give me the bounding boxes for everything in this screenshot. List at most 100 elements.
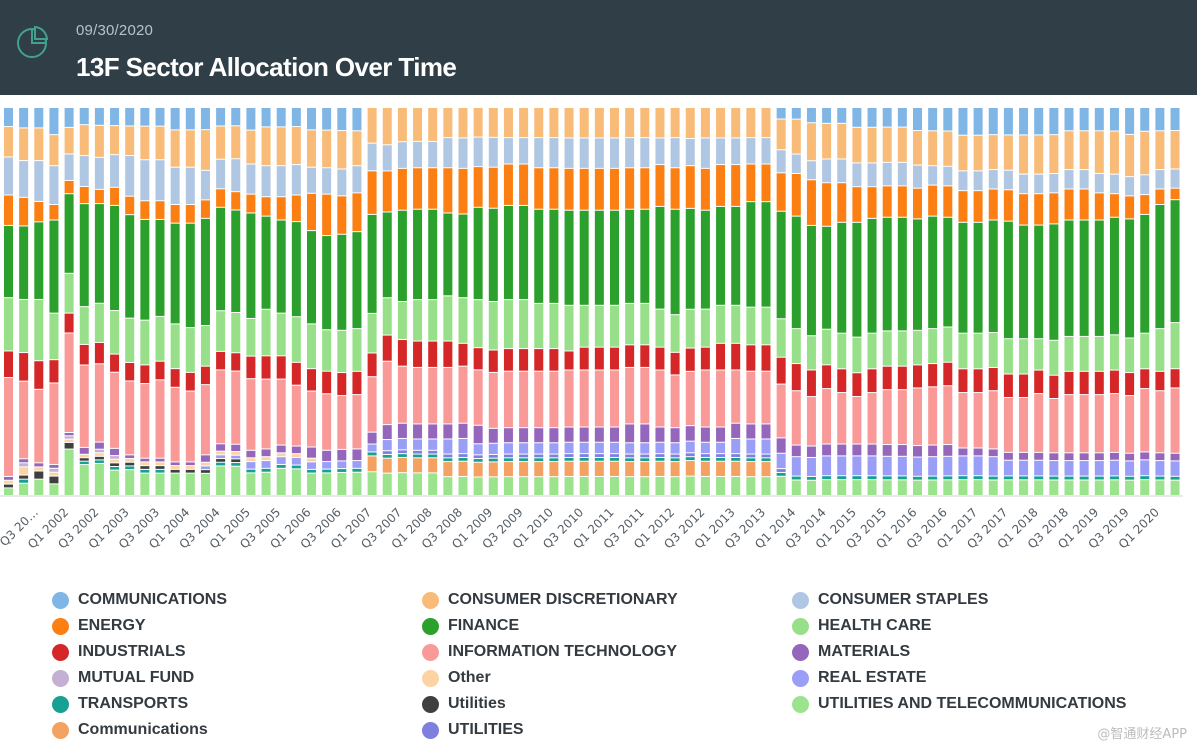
bar-segment-health-care[interactable] xyxy=(1140,333,1150,369)
bar-segment-industrials[interactable] xyxy=(1125,373,1135,396)
bar-segment-energy[interactable] xyxy=(731,165,741,206)
bar-segment-finance[interactable] xyxy=(852,222,862,337)
bar-segment-other[interactable] xyxy=(291,454,301,457)
bar-segment-finance[interactable] xyxy=(943,217,953,327)
bar-segment-utilities[interactable] xyxy=(458,454,468,457)
bar-segment-consumer-discretionary[interactable] xyxy=(625,108,635,138)
bar-segment-consumer-discretionary[interactable] xyxy=(79,125,89,156)
bar-segment-health-care[interactable] xyxy=(913,330,922,365)
bar-segment-utilities-and-telecommunications[interactable] xyxy=(670,477,680,495)
bar-segment-energy[interactable] xyxy=(125,196,135,215)
bar-segment-consumer-staples[interactable] xyxy=(746,138,756,164)
bar-stack-q2-2002[interactable] xyxy=(79,108,89,495)
bar-segment-materials[interactable] xyxy=(1094,453,1104,461)
bar-segment-information-technology[interactable] xyxy=(1019,398,1029,452)
bar-stack-q1-2016[interactable] xyxy=(913,108,922,495)
bar-segment-finance[interactable] xyxy=(519,205,529,300)
bar-segment-consumer-staples[interactable] xyxy=(594,138,604,168)
bar-segment-finance[interactable] xyxy=(882,217,892,331)
bar-segment-information-technology[interactable] xyxy=(291,385,301,446)
bar-segment-finance[interactable] xyxy=(34,222,44,299)
bar-segment-consumer-staples[interactable] xyxy=(231,159,241,192)
bar-segment-finance[interactable] xyxy=(246,213,256,318)
bar-segment-finance[interactable] xyxy=(1034,225,1044,339)
bar-segment-communications[interactable] xyxy=(216,108,226,126)
bar-segment-finance[interactable] xyxy=(1094,220,1104,336)
legend-item-materials[interactable]: MATERIALS xyxy=(792,641,910,663)
bar-segment-consumer-discretionary[interactable] xyxy=(1003,135,1013,170)
bar-segment-communications[interactable] xyxy=(49,108,59,135)
bar-segment-finance[interactable] xyxy=(913,219,922,330)
bar-segment-materials[interactable] xyxy=(382,425,392,440)
bar-segment-materials[interactable] xyxy=(216,444,226,451)
bar-segment-energy[interactable] xyxy=(503,164,513,205)
bar-segment-industrials[interactable] xyxy=(125,362,135,381)
bar-segment-consumer-staples[interactable] xyxy=(610,138,619,168)
bar-segment-consumer-staples[interactable] xyxy=(1140,175,1150,195)
bar-segment-industrials[interactable] xyxy=(791,364,801,391)
bar-segment-transports[interactable] xyxy=(640,458,650,462)
bar-segment-materials[interactable] xyxy=(670,428,680,443)
bar-segment-consumer-discretionary[interactable] xyxy=(322,130,332,168)
bar-segment-consumer-staples[interactable] xyxy=(322,168,332,194)
bar-segment-communications[interactable] xyxy=(337,108,347,131)
bar-segment-communications[interactable] xyxy=(473,462,483,477)
bar-segment-materials[interactable] xyxy=(155,458,165,462)
bar-segment-materials[interactable] xyxy=(746,424,756,439)
bar-segment-communications[interactable] xyxy=(413,458,423,473)
bar-stack-q2-2005[interactable] xyxy=(261,108,271,495)
bar-segment-finance[interactable] xyxy=(19,226,29,299)
bar-segment-transports[interactable] xyxy=(928,476,938,480)
bar-segment-materials[interactable] xyxy=(958,448,968,456)
bar-segment-energy[interactable] xyxy=(413,168,423,209)
bar-segment-industrials[interactable] xyxy=(261,356,271,379)
bar-segment-utilities[interactable] xyxy=(79,458,89,461)
bar-segment-utilities[interactable] xyxy=(94,456,104,460)
bar-segment-health-care[interactable] xyxy=(79,307,89,344)
bar-segment-real-estate[interactable] xyxy=(776,453,786,469)
bar-stack-q2-2011[interactable] xyxy=(625,108,635,495)
bar-segment-consumer-staples[interactable] xyxy=(700,138,710,168)
bar-segment-utilities[interactable] xyxy=(125,462,135,466)
bar-segment-transports[interactable] xyxy=(549,458,559,462)
bar-segment-energy[interactable] xyxy=(579,168,589,210)
bar-segment-energy[interactable] xyxy=(1109,194,1119,217)
bar-segment-real-estate[interactable] xyxy=(791,457,801,476)
bar-segment-consumer-discretionary[interactable] xyxy=(19,128,29,161)
bar-segment-transports[interactable] xyxy=(776,472,786,476)
bar-stack-q4-2019[interactable] xyxy=(1140,108,1150,495)
bar-segment-information-technology[interactable] xyxy=(958,393,968,448)
bar-segment-health-care[interactable] xyxy=(625,303,635,345)
bar-segment-utilities-and-telecommunications[interactable] xyxy=(276,468,286,495)
bar-segment-real-estate[interactable] xyxy=(746,439,756,454)
bar-segment-energy[interactable] xyxy=(458,168,468,214)
bar-segment-finance[interactable] xyxy=(837,222,847,333)
bar-segment-health-care[interactable] xyxy=(231,312,241,353)
bar-segment-information-technology[interactable] xyxy=(458,366,468,423)
bar-stack-q1-2001[interactable] xyxy=(4,108,13,495)
bar-segment-energy[interactable] xyxy=(625,168,635,209)
bar-segment-utilities-and-telecommunications[interactable] xyxy=(216,466,226,495)
bar-segment-finance[interactable] xyxy=(1064,220,1074,336)
bar-segment-consumer-discretionary[interactable] xyxy=(837,123,847,159)
bar-segment-utilities[interactable] xyxy=(503,454,513,458)
bar-segment-health-care[interactable] xyxy=(1079,336,1089,371)
bar-segment-consumer-discretionary[interactable] xyxy=(913,131,922,165)
bar-segment-consumer-staples[interactable] xyxy=(988,170,998,189)
bar-segment-real-estate[interactable] xyxy=(625,443,635,454)
bar-segment-consumer-staples[interactable] xyxy=(625,138,635,168)
bar-segment-communications[interactable] xyxy=(140,108,150,126)
bar-stack-q3-2015[interactable] xyxy=(882,108,892,495)
bar-stack-q2-2007[interactable] xyxy=(382,108,392,495)
bar-segment-transports[interactable] xyxy=(685,457,695,461)
bar-stack-q1-2007[interactable] xyxy=(367,108,377,495)
bar-segment-utilities-and-telecommunications[interactable] xyxy=(140,473,150,495)
bar-segment-information-technology[interactable] xyxy=(973,393,983,448)
bar-segment-real-estate[interactable] xyxy=(1109,460,1119,476)
bar-segment-transports[interactable] xyxy=(988,476,998,480)
bar-segment-health-care[interactable] xyxy=(49,313,59,360)
bar-segment-materials[interactable] xyxy=(519,428,529,443)
bar-segment-consumer-staples[interactable] xyxy=(1109,174,1119,194)
bar-segment-industrials[interactable] xyxy=(4,351,13,378)
bar-segment-health-care[interactable] xyxy=(655,309,665,347)
